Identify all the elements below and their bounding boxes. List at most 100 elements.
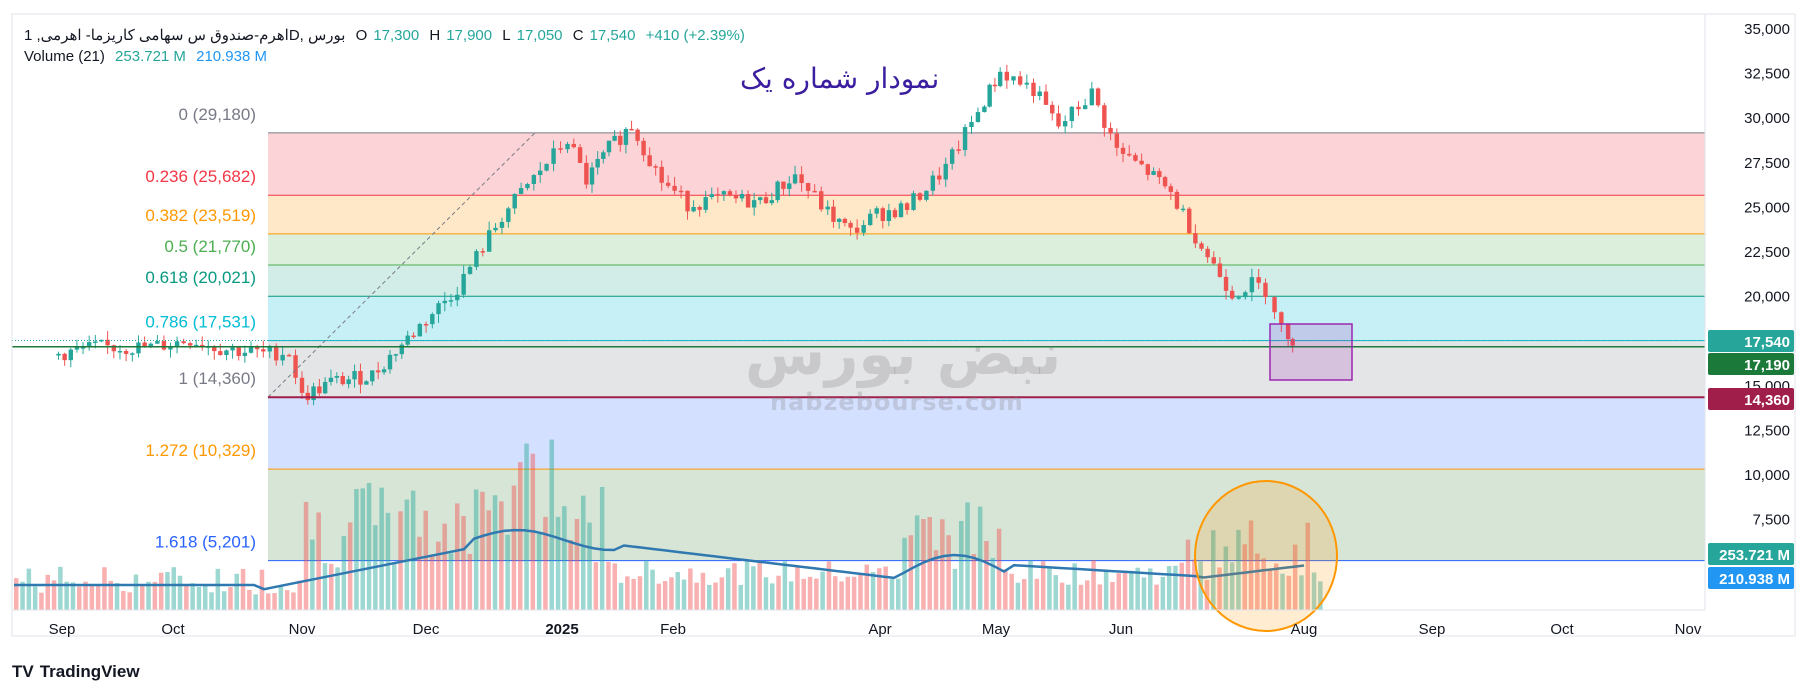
candle: [1174, 191, 1180, 209]
candle: [819, 191, 824, 210]
candle: [715, 194, 721, 196]
candle: [1102, 105, 1107, 128]
fib-labels: 0 (29,180) 0.236 (25,682) 0.382 (23,519) 0.…: [145, 105, 256, 552]
candle: [230, 347, 235, 351]
candle: [261, 349, 266, 352]
candle: [93, 341, 98, 343]
volume-bar: [1166, 566, 1172, 610]
fib-label: 1.618 (5,201): [155, 533, 256, 552]
candle: [892, 210, 898, 218]
volume-bar: [788, 581, 794, 610]
volume-bar: [644, 560, 649, 610]
time-tick: Nov: [289, 621, 316, 638]
candle: [1024, 82, 1030, 85]
candle: [86, 342, 92, 348]
volume-bar: [883, 566, 888, 610]
candle: [512, 193, 517, 209]
volume-bar: [1097, 584, 1103, 610]
watermark-logo: نبض بورس: [745, 320, 1062, 388]
volume-bar: [1110, 582, 1115, 610]
price-badge-label: 17,540: [1744, 334, 1790, 351]
volume-bar: [757, 562, 762, 610]
candle: [174, 341, 180, 347]
candle: [68, 349, 73, 361]
candle: [56, 353, 61, 356]
candle: [678, 190, 684, 193]
candle: [868, 213, 873, 226]
volume-bar: [448, 553, 454, 610]
candle: [311, 386, 316, 401]
volume-bar: [58, 566, 63, 610]
candle: [606, 140, 612, 153]
fib-label: 0.618 (20,021): [145, 268, 256, 287]
volume-bar: [933, 550, 939, 610]
candle: [571, 143, 577, 148]
candle: [461, 273, 466, 295]
candle: [969, 121, 974, 128]
volume-bar: [971, 553, 977, 610]
volume-bar: [669, 577, 674, 610]
volume-bar: [1091, 560, 1096, 610]
volume-bar: [499, 501, 504, 610]
candle: [763, 197, 769, 204]
price-tick: 35,000: [1744, 21, 1790, 38]
candle: [1082, 105, 1088, 110]
candle: [1114, 133, 1120, 148]
fib-label: 0.786 (17,531): [145, 313, 256, 332]
volume-bar: [940, 519, 945, 610]
candle: [751, 200, 757, 208]
candle: [1037, 91, 1042, 97]
volume-bar: [480, 491, 485, 610]
volume-bar: [858, 574, 863, 610]
candle: [861, 225, 866, 233]
fib-label: 0.236 (25,682): [145, 167, 256, 186]
volume-bar: [782, 561, 788, 610]
candle: [565, 143, 570, 150]
volume-bar: [1003, 569, 1008, 610]
volume-bar: [77, 586, 82, 610]
candle: [274, 346, 279, 361]
volume-bar: [45, 574, 50, 610]
fib-band: [268, 233, 1705, 266]
volume-bar: [662, 581, 668, 610]
candle: [1249, 277, 1255, 293]
volume-bar: [1192, 559, 1197, 610]
candle: [854, 227, 860, 233]
candle: [595, 158, 600, 168]
volume-bar: [574, 518, 580, 610]
volume-bar: [467, 553, 473, 610]
volume-bar: [127, 592, 132, 610]
volume-bar: [518, 462, 523, 610]
candle: [1108, 127, 1113, 134]
candle: [531, 175, 537, 184]
volume-bar: [1248, 520, 1254, 610]
volume-bar: [505, 534, 510, 610]
candle: [352, 371, 357, 380]
candle: [665, 182, 671, 186]
candle: [1017, 76, 1023, 85]
volume-bar: [725, 568, 731, 610]
fib-band: [268, 195, 1705, 234]
footer-brand[interactable]: TV TradingView: [12, 662, 140, 682]
candle: [635, 129, 640, 141]
candle: [1120, 147, 1126, 154]
volume-bar: [392, 563, 397, 610]
volume-bar: [713, 582, 718, 610]
volume-bar: [329, 563, 334, 610]
volume-bar: [1072, 563, 1077, 610]
volume-bar: [889, 578, 895, 610]
volume-bar: [700, 572, 706, 610]
candle: [381, 369, 387, 373]
time-tick: Feb: [660, 621, 686, 638]
time-tick: Aug: [1291, 621, 1318, 638]
candle: [1050, 104, 1055, 114]
price-tick: 12,500: [1744, 422, 1790, 439]
open-value: 17,300: [373, 27, 420, 44]
volume-bar: [820, 571, 825, 610]
volume-bar: [253, 594, 258, 610]
volume-bar: [190, 583, 195, 610]
candle: [672, 185, 677, 191]
volume-ma-line: [14, 528, 1305, 591]
candle: [1056, 113, 1061, 127]
volume-bar: [732, 563, 737, 610]
